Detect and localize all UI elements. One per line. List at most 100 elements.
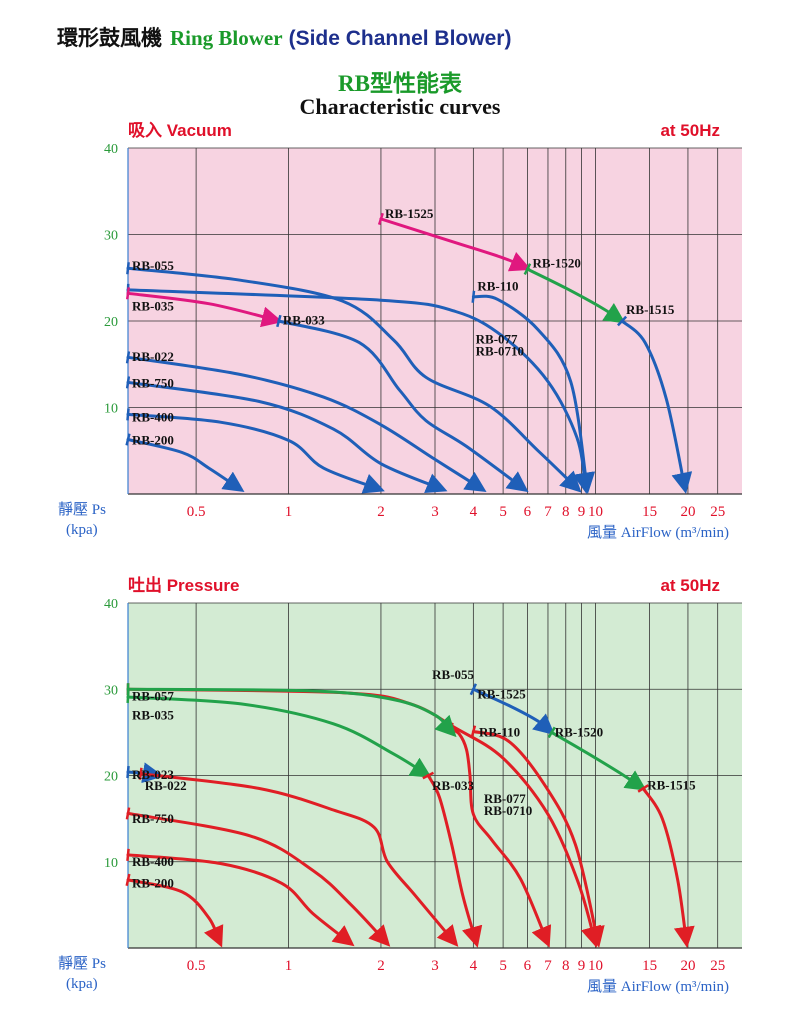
vacuum-y-label: 靜壓 Ps <box>58 501 106 518</box>
pressure-x-tick-2: 2 <box>377 958 385 974</box>
vacuum-y-tick-2: 30 <box>104 229 118 244</box>
vacuum-curve-start-rb-1520 <box>523 263 532 276</box>
vacuum-label-rb-750: RB-750 <box>132 376 174 391</box>
pressure-label-rb-0710: RB-0710 <box>484 803 532 818</box>
vacuum-label-rb-1525: RB-1525 <box>385 206 434 221</box>
vacuum-label-rb-022: RB-022 <box>132 349 174 364</box>
pressure-y-label: 靜壓 Ps <box>58 955 106 972</box>
pressure-curve-rb-750 <box>126 811 391 947</box>
pressure-label-rb-057: RB-057 <box>132 688 174 703</box>
pressure-curve-rb-400 <box>126 853 355 947</box>
vacuum-curve-start-rb-200 <box>125 433 131 446</box>
pressure-curve-start-rb-110 <box>470 725 477 738</box>
pressure-x-tick-5: 5 <box>499 958 507 974</box>
vacuum-label-rb-110: RB-110 <box>477 279 518 294</box>
vacuum-x-tick-1: 1 <box>285 504 293 520</box>
vacuum-chart: RB-1525 RB-1520 RB-1515 RB-110 RB-077RB-0710… <box>58 121 742 541</box>
pressure-label-rb-022: RB-022 <box>145 778 187 793</box>
pressure-label-rb-023: RB-023 <box>132 767 174 782</box>
vacuum-x-tick-8: 8 <box>562 504 570 520</box>
vacuum-x-tick-6: 6 <box>524 504 532 520</box>
pressure-curve-rb-055 <box>448 726 552 948</box>
pressure-label-rb-1525: RB-1525 <box>477 687 526 702</box>
vacuum-label-rb-055: RB-055 <box>132 258 174 273</box>
vacuum-x-tick-10: 10 <box>588 504 603 520</box>
vacuum-x-tick-9: 9 <box>578 504 586 520</box>
pressure-curve-start-rb-400 <box>126 848 130 861</box>
pressure-x-tick-13: 25 <box>710 958 725 974</box>
chinese-title: 環形鼓風機 <box>57 26 162 50</box>
pressure-curve-start-rb-023 <box>126 765 130 779</box>
vacuum-x-tick-7: 7 <box>544 504 552 520</box>
pressure-curve-rb-1520 <box>550 730 647 791</box>
pressure-curve-start-rb-1520 <box>547 726 556 739</box>
pressure-curve-start-rb-1515 <box>637 784 649 793</box>
vacuum-curve-start-rb-1525 <box>377 212 384 226</box>
vacuum-y-tick-3: 40 <box>104 142 118 157</box>
vacuum-curve-start-rb-055 <box>126 262 130 275</box>
vacuum-y-ticks: 10 20 30 40 <box>104 142 118 417</box>
vacuum-curve-rb-1520 <box>525 267 626 324</box>
pressure-curve-start-rb-035 <box>126 690 130 704</box>
vacuum-label-rb-035: RB-035 <box>132 299 174 314</box>
pressure-x-tick-12: 20 <box>680 958 695 974</box>
vacuum-curve-start-rb-035 <box>125 287 131 300</box>
vacuum-curve-start-rb-1515 <box>617 315 628 327</box>
vacuum-curve-rb-033 <box>277 319 529 493</box>
vacuum-curve-rb-055 <box>126 266 582 493</box>
vacuum-curve-rb-1525 <box>379 217 532 272</box>
pressure-curve-rb-035 <box>126 695 432 778</box>
vacuum-x-tick-3: 3 <box>431 504 439 520</box>
pressure-x-tick-11: 15 <box>642 958 657 974</box>
vacuum-curve-start-rb-400 <box>126 408 130 421</box>
vacuum-label-rb-033: RB-033 <box>283 312 325 327</box>
pressure-x-tick-6: 6 <box>524 958 532 974</box>
pressure-label-rb-077: RB-077 <box>484 791 526 806</box>
pressure-y-tick-0: 10 <box>104 856 118 871</box>
pressure-curve-start-rb-200 <box>125 873 131 886</box>
vacuum-curve-rb-022 <box>126 355 487 492</box>
pressure-x-tick-8: 8 <box>562 958 570 974</box>
vacuum-title: 吸入 Vacuum <box>128 121 232 140</box>
english-title: Ring Blower <box>170 26 283 50</box>
pressure-y-ticks: 10 20 30 40 <box>104 597 118 871</box>
pressure-label-rb-035: RB-035 <box>132 707 174 722</box>
chart-subtitle: Characteristic curves <box>299 94 501 119</box>
vacuum-x-tick-2: 2 <box>377 504 385 520</box>
pressure-x-ticks: 0.5 1 2 3 4 5 6 7 8 9 10 15 20 25 <box>187 958 725 974</box>
chart-title: RB型性能表 <box>338 71 462 96</box>
pressure-curve-rb-057 <box>126 687 457 738</box>
pressure-y-tick-1: 20 <box>104 770 118 785</box>
pressure-label-rb-110: RB-110 <box>479 725 520 740</box>
vacuum-x-tick-12: 20 <box>680 504 695 520</box>
pressure-curve-start-rb-1525 <box>469 683 477 696</box>
pressure-curve-rb-200 <box>126 878 224 948</box>
vacuum-label-rb-400: RB-400 <box>132 409 174 424</box>
pressure-curve-rb-110 <box>471 730 605 948</box>
pressure-curve-rb-033 <box>426 774 483 948</box>
vacuum-curve-start-rb-022 <box>125 351 131 364</box>
vacuum-curve-rb-200 <box>126 438 245 493</box>
page-header: 環形鼓風機 Ring Blower (Side Channel Blower) <box>57 22 511 52</box>
pressure-frequency: at 50Hz <box>660 576 720 595</box>
pressure-curve-rb-1515 <box>641 786 695 948</box>
pressure-x-label: 風量 AirFlow (m³/min) <box>587 979 729 995</box>
pressure-y-unit: (kpa) <box>66 976 98 992</box>
vacuum-curve-rb-750 <box>126 380 448 493</box>
vacuum-curves <box>125 212 693 494</box>
pressure-curve-start-rb-022 <box>138 767 143 780</box>
pressure-title: 吐出 Pressure <box>128 575 240 595</box>
pressure-x-tick-4: 4 <box>470 958 478 974</box>
vacuum-x-tick-0: 0.5 <box>187 504 206 520</box>
pressure-curve-rb-022 <box>139 772 459 947</box>
vacuum-curve-rb-400 <box>126 412 385 494</box>
vacuum-curve-rb-077 <box>126 288 594 494</box>
pressure-label-rb-750: RB-750 <box>132 811 174 826</box>
pressure-label-rb-1520: RB-1520 <box>555 725 603 740</box>
pressure-y-tick-2: 30 <box>104 683 118 698</box>
pressure-x-tick-9: 9 <box>578 958 586 974</box>
pressure-label-rb-1515: RB-1515 <box>647 777 696 792</box>
vacuum-label-rb-1515: RB-1515 <box>626 302 675 317</box>
vacuum-curve-start-rb-750 <box>125 376 131 389</box>
